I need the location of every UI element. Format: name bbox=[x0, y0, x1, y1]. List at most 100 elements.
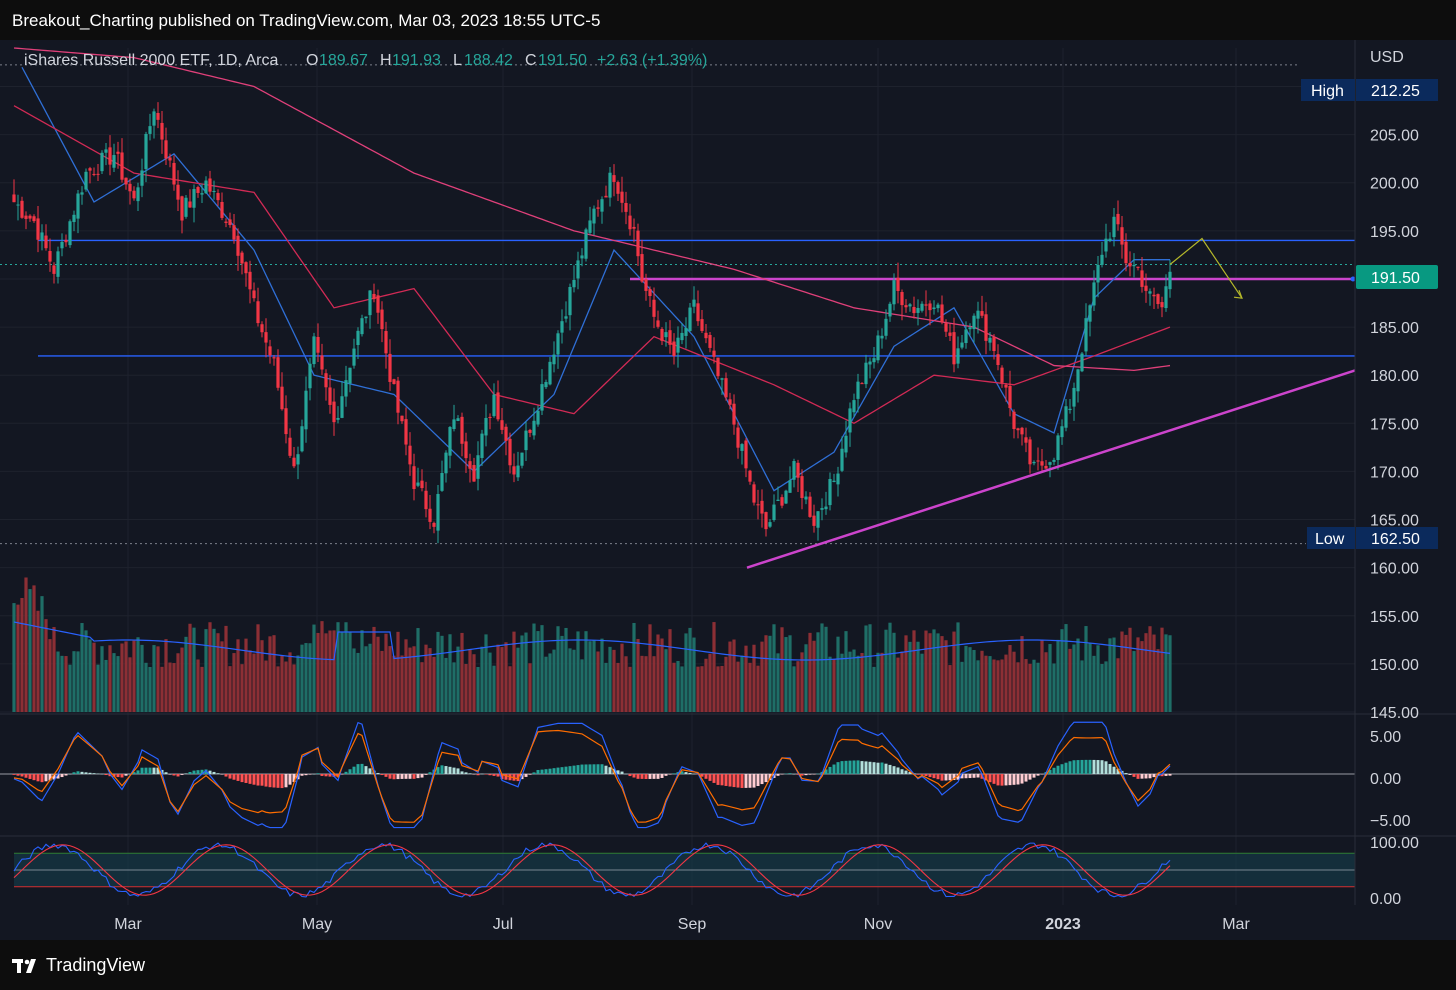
volume-bar bbox=[784, 637, 788, 712]
macd-histogram-bar bbox=[356, 764, 360, 774]
volume-bar bbox=[376, 636, 380, 712]
candle-body bbox=[60, 241, 64, 249]
moving-averages bbox=[13, 47, 1171, 492]
candle-body bbox=[996, 354, 1000, 365]
candle-body bbox=[644, 279, 648, 291]
candle-body bbox=[944, 323, 948, 332]
volume-bar bbox=[908, 641, 912, 712]
macd-histogram-bar bbox=[688, 772, 692, 774]
volume-bar bbox=[532, 623, 536, 712]
macd-histogram-bar bbox=[524, 774, 528, 777]
macd-histogram-bar bbox=[864, 761, 868, 774]
ma_fast-line bbox=[21, 66, 1170, 492]
price-tick-label: 185.00 bbox=[1370, 320, 1419, 337]
macd-histogram-bar bbox=[132, 772, 136, 774]
volume-bar bbox=[424, 644, 428, 712]
candle-body bbox=[676, 337, 680, 353]
macd-histogram-bar bbox=[168, 774, 172, 775]
candle-body bbox=[456, 418, 460, 421]
forecast-path bbox=[1169, 237, 1243, 299]
candle-body bbox=[216, 193, 220, 201]
time-tick-label: May bbox=[302, 916, 332, 933]
candle-body bbox=[700, 319, 704, 331]
volume-bar bbox=[836, 636, 840, 712]
volume-bar bbox=[100, 646, 104, 712]
volume-bar bbox=[552, 649, 556, 712]
volume-bar bbox=[1076, 638, 1080, 712]
volume-bar bbox=[720, 665, 724, 712]
volume-bar bbox=[768, 635, 772, 712]
macd-histogram-bar bbox=[828, 766, 832, 774]
candle-body bbox=[388, 353, 392, 382]
volume-bar bbox=[776, 653, 780, 712]
candle-body bbox=[804, 496, 808, 500]
candle-body bbox=[40, 232, 44, 240]
macd-histogram-bar bbox=[956, 774, 960, 780]
macd-histogram-bar bbox=[892, 766, 896, 774]
volume-bar bbox=[888, 622, 892, 712]
macd-histogram-bar bbox=[860, 761, 864, 774]
candle-body bbox=[372, 293, 376, 300]
candle-body bbox=[1164, 286, 1168, 309]
macd-histogram-bar bbox=[152, 767, 156, 774]
candle-body bbox=[1092, 282, 1096, 306]
macd-histogram-bar bbox=[120, 774, 124, 778]
macd-histogram-bar bbox=[1112, 766, 1116, 774]
symbol-legend: iShares Russell 2000 ETF, 1D, Arca O 189… bbox=[24, 52, 707, 69]
macd-histogram-bar bbox=[192, 770, 196, 774]
volume-bar bbox=[1084, 626, 1088, 712]
candle-body bbox=[1016, 428, 1020, 431]
macd-histogram-bar bbox=[708, 774, 712, 781]
volume-bar bbox=[712, 622, 716, 712]
candle-body bbox=[584, 229, 588, 259]
candle-body bbox=[568, 287, 572, 316]
volume-bar bbox=[436, 631, 440, 712]
volume-bar bbox=[956, 622, 960, 712]
candle-body bbox=[336, 417, 340, 420]
macd-histogram-bar bbox=[1096, 760, 1100, 774]
volume-bar bbox=[1104, 661, 1108, 712]
volume-bar bbox=[1040, 640, 1044, 712]
volume-bar bbox=[592, 640, 596, 712]
macd-histogram-bar bbox=[800, 774, 804, 776]
stoch-tick-label: 0.00 bbox=[1370, 891, 1401, 908]
volume-bar bbox=[1140, 641, 1144, 712]
macd-histogram-bar bbox=[824, 769, 828, 774]
candle-body bbox=[964, 329, 968, 344]
candle-body bbox=[244, 262, 248, 274]
stoch-k-line bbox=[13, 842, 1171, 898]
chart-canvas[interactable]: 210.00205.00200.00195.00190.00185.00180.… bbox=[0, 40, 1456, 940]
macd-histogram-bar bbox=[484, 774, 488, 775]
volume-bar bbox=[224, 625, 228, 712]
macd-histogram-bar bbox=[812, 774, 816, 775]
macd-histogram-bar bbox=[360, 763, 364, 774]
macd-histogram-bar bbox=[488, 774, 492, 776]
candle-body bbox=[844, 435, 848, 453]
volume-bar bbox=[572, 649, 576, 712]
macd-histogram-bar bbox=[784, 773, 788, 775]
candle-body bbox=[716, 357, 720, 377]
price-markers: High 212.25 Low 162.50 191.50 bbox=[1301, 79, 1438, 549]
candle-body bbox=[1004, 384, 1008, 388]
tradingview-brand[interactable]: TradingView bbox=[46, 955, 146, 975]
candle-body bbox=[908, 304, 912, 307]
volume-bar bbox=[120, 643, 124, 712]
candle-body bbox=[796, 462, 800, 478]
macd-histogram-bar bbox=[1060, 764, 1064, 774]
macd-histogram-bar bbox=[808, 774, 812, 775]
candle-body bbox=[768, 522, 772, 527]
candle-body bbox=[736, 427, 740, 448]
volume-bar bbox=[412, 646, 416, 712]
candle-body bbox=[656, 320, 660, 327]
macd-histogram-bar bbox=[704, 774, 708, 779]
macd-histogram-bar bbox=[920, 774, 924, 775]
candle-body bbox=[664, 332, 668, 338]
volume-bar bbox=[704, 658, 708, 712]
macd-histogram-bar bbox=[1036, 774, 1040, 776]
candle-body bbox=[236, 235, 240, 256]
volume-bar bbox=[264, 660, 268, 712]
volume-bar bbox=[652, 656, 656, 712]
candle-body bbox=[1024, 437, 1028, 443]
candle-body bbox=[740, 444, 744, 451]
candle-body bbox=[104, 149, 108, 153]
